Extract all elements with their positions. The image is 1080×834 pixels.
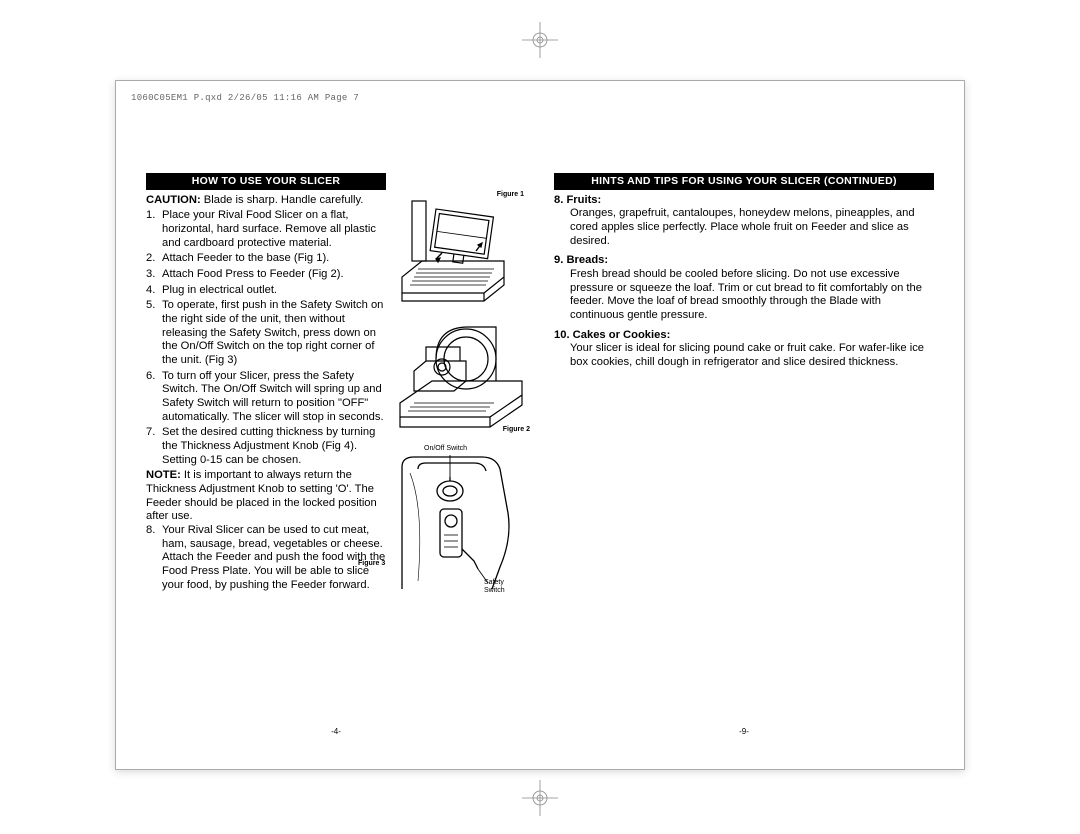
- figure-2-svg: [396, 321, 526, 441]
- tip-head-row: 10. Cakes or Cookies:: [554, 329, 934, 343]
- tip-num-8: 8.: [554, 194, 563, 206]
- note-label: NOTE:: [146, 469, 181, 481]
- left-banner: HOW TO USE YOUR SLICER: [146, 173, 386, 190]
- reg-mark-bottom: [522, 780, 558, 816]
- tip-head-breads: Breads:: [566, 254, 608, 266]
- tip-head-row: 9. Breads:: [554, 254, 934, 268]
- step-8: Your Rival Slicer can be used to cut mea…: [146, 524, 386, 592]
- steps-8: Your Rival Slicer can be used to cut mea…: [146, 524, 386, 592]
- figure-1-label: Figure 1: [497, 191, 524, 200]
- caution-line: CAUTION: Blade is sharp. Handle carefull…: [146, 194, 386, 208]
- figure-1: Figure 1: [396, 193, 526, 313]
- step-1: Place your Rival Food Slicer on a flat, …: [146, 209, 386, 250]
- figure-3: Figure 3 On/Off Switch Safety Switch: [396, 449, 526, 599]
- caution-label: CAUTION:: [146, 194, 201, 206]
- tip-num-9: 9.: [554, 254, 563, 266]
- figure-1-svg: [396, 193, 514, 313]
- steps-1-7: Place your Rival Food Slicer on a flat, …: [146, 209, 386, 467]
- tip-cakes: 10. Cakes or Cookies: Your slicer is ide…: [554, 329, 934, 370]
- left-text-wrap: CAUTION: Blade is sharp. Handle carefull…: [146, 194, 386, 592]
- caution-text: Blade is sharp. Handle carefully.: [201, 194, 364, 206]
- tip-fruits: 8. Fruits: Oranges, grapefruit, cantalou…: [554, 194, 934, 249]
- step-2: Attach Feeder to the base (Fig 1).: [146, 252, 386, 266]
- figure-3-label: Figure 3: [358, 560, 385, 569]
- note-block: NOTE: It is important to always return t…: [146, 469, 386, 524]
- tip-breads: 9. Breads: Fresh bread should be cooled …: [554, 254, 934, 322]
- tip-head-fruits: Fruits:: [566, 194, 601, 206]
- tip-head-cakes: Cakes or Cookies:: [573, 329, 671, 341]
- safety-callout-1: Safety: [484, 579, 504, 586]
- figure-zone: Figure 1: [396, 193, 526, 607]
- step-5: To operate, first push in the Safety Swi…: [146, 299, 386, 367]
- page-frame: 1060C05EM1 P.qxd 2/26/05 11:16 AM Page 7…: [115, 80, 965, 770]
- tip-body-cakes: Your slicer is ideal for slicing pound c…: [554, 342, 934, 369]
- step-4: Plug in electrical outlet.: [146, 284, 386, 298]
- tip-body-fruits: Oranges, grapefruit, cantaloupes, honeyd…: [554, 207, 934, 248]
- tip-num-10: 10.: [554, 329, 570, 341]
- figure-2-label: Figure 2: [503, 426, 530, 435]
- right-column: HINTS AND TIPS FOR USING YOUR SLICER (CO…: [554, 173, 934, 739]
- right-banner: HINTS AND TIPS FOR USING YOUR SLICER (CO…: [554, 173, 934, 190]
- tip-body-breads: Fresh bread should be cooled before slic…: [554, 268, 934, 323]
- left-column: HOW TO USE YOUR SLICER CAUTION: Blade is…: [146, 173, 526, 739]
- safety-callout-2: Switch: [484, 587, 505, 594]
- left-page-number: -4-: [146, 727, 526, 737]
- right-page-number: -9-: [554, 727, 934, 737]
- step-6: To turn off your Slicer, press the Safet…: [146, 370, 386, 425]
- note-text: It is important to always return the Thi…: [146, 469, 377, 522]
- figure-3-svg: [396, 449, 516, 599]
- content-area: HOW TO USE YOUR SLICER CAUTION: Blade is…: [146, 173, 934, 739]
- step-3: Attach Food Press to Feeder (Fig 2).: [146, 268, 386, 282]
- onoff-callout: On/Off Switch: [424, 445, 467, 452]
- step-7: Set the desired cutting thickness by tur…: [146, 426, 386, 467]
- header-stamp: 1060C05EM1 P.qxd 2/26/05 11:16 AM Page 7: [131, 93, 359, 103]
- reg-mark-top: [522, 22, 558, 58]
- figure-2: Figure 2: [396, 321, 526, 441]
- tip-head-row: 8. Fruits:: [554, 194, 934, 208]
